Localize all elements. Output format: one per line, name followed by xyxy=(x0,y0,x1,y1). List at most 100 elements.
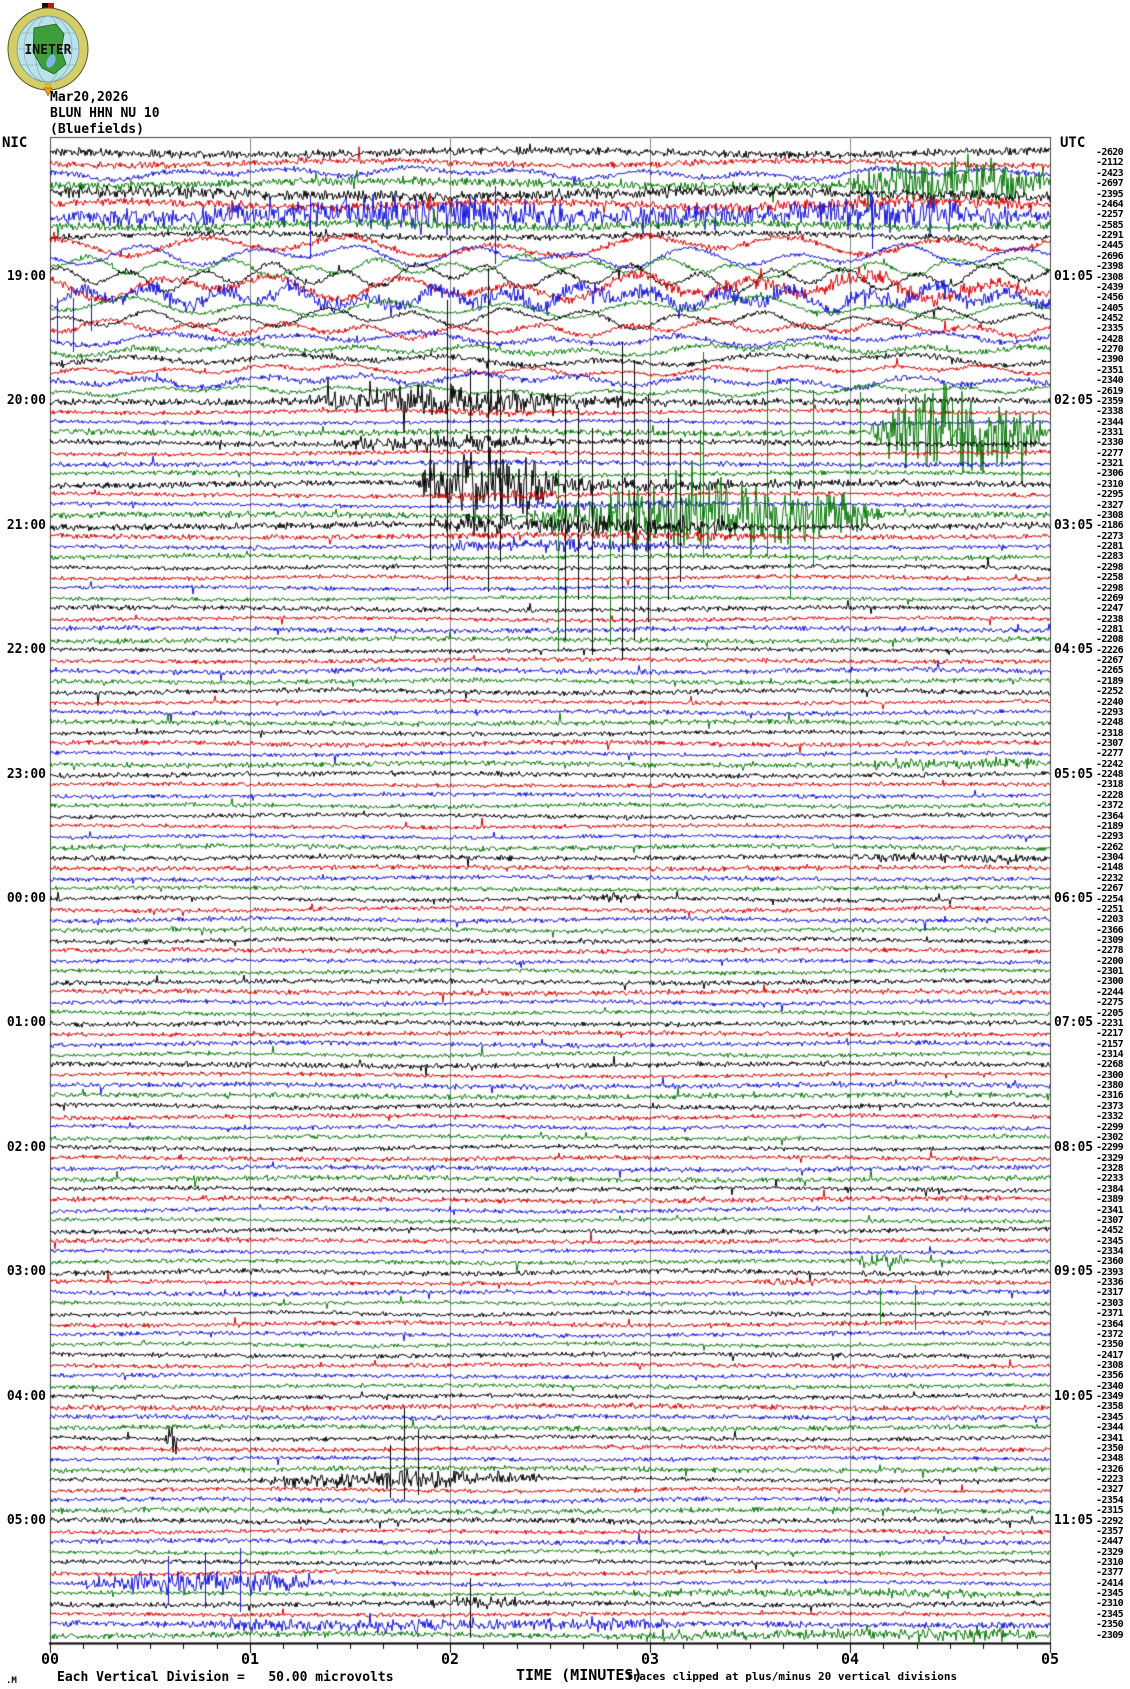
trace-offset-value: -2293 xyxy=(1096,831,1124,843)
trace-offset-value: -2306 xyxy=(1096,468,1124,480)
trace-offset-value: -2358 xyxy=(1096,1401,1124,1413)
minutes-tick-label: 03 xyxy=(640,1650,660,1668)
trace-offset-value: -2231 xyxy=(1096,1017,1124,1029)
trace-offset-value: -2619 xyxy=(1096,385,1124,397)
clip-note: Traces clipped at plus/minus 20 vertical… xyxy=(626,1670,958,1683)
minutes-tick-label: 02 xyxy=(440,1650,460,1668)
trace-offset-value: -2372 xyxy=(1096,800,1124,812)
trace-offset-value: -2262 xyxy=(1096,841,1124,853)
local-hour-label: 22:00 xyxy=(6,642,46,658)
trace-offset-value: -2278 xyxy=(1096,945,1124,957)
trace-offset-value: -2293 xyxy=(1096,706,1124,718)
trace-offset-value: -2252 xyxy=(1096,686,1124,698)
trace-offset-value: -2277 xyxy=(1096,447,1124,459)
trace-offset-value: -2341 xyxy=(1096,1204,1124,1216)
trace-offset-value: -2456 xyxy=(1096,292,1124,304)
trace-offset-value: -2298 xyxy=(1096,561,1124,573)
trace-offset-value: -2203 xyxy=(1096,914,1124,926)
trace-offset-value: -2384 xyxy=(1096,1183,1124,1195)
trace-offset-value: -2189 xyxy=(1096,675,1124,687)
trace-offset-value: -2340 xyxy=(1096,375,1124,387)
local-hour-label: 00:00 xyxy=(6,891,46,906)
trace-offset-value: -2310 xyxy=(1096,1556,1124,1568)
trace-offset-value: -2366 xyxy=(1096,924,1124,936)
trace-offset-value: -2359 xyxy=(1096,395,1124,407)
local-hour-label: 04:00 xyxy=(6,1388,46,1404)
trace-offset-value: -2240 xyxy=(1096,696,1124,708)
trace-offset-value: -2275 xyxy=(1096,997,1124,1009)
trace-offset-value: -2405 xyxy=(1096,302,1124,314)
trace-offset-value: -2300 xyxy=(1096,1069,1124,1081)
trace-offset-value: -2360 xyxy=(1096,1256,1124,1268)
utc-hour-label: 09:05 xyxy=(1054,1264,1094,1280)
minutes-tick-label: 01 xyxy=(240,1650,260,1668)
trace-offset-value: -2345 xyxy=(1096,1608,1124,1620)
footer-tiny-mark: .M xyxy=(6,1676,17,1686)
trace-offset-value: -2299 xyxy=(1096,1142,1124,1154)
trace-offset-value: -2428 xyxy=(1096,333,1124,345)
trace-offset-value: -2309 xyxy=(1096,934,1124,946)
trace-offset-value: -2247 xyxy=(1096,603,1124,615)
trace-offset-value: -2281 xyxy=(1096,623,1124,635)
utc-hour-label: 03:05 xyxy=(1054,517,1094,533)
trace-offset-value: -2304 xyxy=(1096,852,1124,864)
local-hour-label: 03:00 xyxy=(6,1264,46,1280)
trace-offset-value: -2303 xyxy=(1096,1297,1124,1309)
trace-offset-value: -2281 xyxy=(1096,541,1124,553)
trace-offset-value: -2326 xyxy=(1096,1463,1124,1475)
trace-offset-value: -2439 xyxy=(1096,281,1124,293)
trace-offset-value: -2332 xyxy=(1096,1111,1124,1123)
trace-offset-value: -2334 xyxy=(1096,1245,1124,1257)
utc-hour-label: 11:05 xyxy=(1054,1513,1094,1528)
local-hour-label: 01:00 xyxy=(6,1015,46,1031)
trace-offset-value: -2393 xyxy=(1096,1266,1124,1278)
trace-offset-value: -2398 xyxy=(1096,261,1124,273)
trace-offset-value: -2273 xyxy=(1096,530,1124,542)
trace-offset-value: -2329 xyxy=(1096,1152,1124,1164)
trace-offset-value: -2300 xyxy=(1096,976,1124,988)
trace-offset-value: -2380 xyxy=(1096,1080,1124,1092)
trace-offset-value: -2315 xyxy=(1096,1505,1124,1517)
local-hour-label: 21:00 xyxy=(6,517,46,533)
trace-offset-value: -2217 xyxy=(1096,1028,1124,1040)
trace-offset-value: -2464 xyxy=(1096,198,1124,210)
minutes-tick-label: 04 xyxy=(840,1650,860,1668)
trace-offset-value: -2338 xyxy=(1096,406,1124,418)
x-axis-title: TIME (MINUTES) xyxy=(516,1666,643,1684)
trace-offset-value: -2414 xyxy=(1096,1577,1124,1589)
trace-offset-value: -2697 xyxy=(1096,178,1124,190)
trace-offset-value: -2295 xyxy=(1096,489,1124,501)
trace-offset-value: -2389 xyxy=(1096,1194,1124,1206)
trace-offset-value: -2148 xyxy=(1096,862,1124,874)
trace-offset-value: -2283 xyxy=(1096,551,1124,563)
trace-offset-value: -2277 xyxy=(1096,748,1124,760)
trace-offset-value: -2238 xyxy=(1096,613,1124,625)
trace-offset-value: -2189 xyxy=(1096,820,1124,832)
trace-offset-value: -2327 xyxy=(1096,1484,1124,1496)
minutes-tick-label: 05 xyxy=(1040,1650,1060,1668)
trace-offset-value: -2232 xyxy=(1096,872,1124,884)
trace-offset-value: -2345 xyxy=(1096,1588,1124,1600)
trace-offset-value: -2244 xyxy=(1096,986,1124,998)
scale-note: Each Vertical Division = 50.00 microvolt… xyxy=(57,1670,394,1685)
utc-hour-label: 04:05 xyxy=(1054,642,1094,658)
trace-offset-value: -2373 xyxy=(1096,1100,1124,1112)
trace-offset-value: -2377 xyxy=(1096,1567,1124,1579)
trace-offset-value: -2344 xyxy=(1096,1422,1124,1434)
trace-offset-value: -2452 xyxy=(1096,312,1124,324)
trace-offset-value: -2248 xyxy=(1096,769,1124,781)
trace-offset-value: -2390 xyxy=(1096,354,1124,366)
local-hour-label: 20:00 xyxy=(6,393,46,409)
trace-offset-value: -2350 xyxy=(1096,1442,1124,1454)
trace-offset-value: -2298 xyxy=(1096,582,1124,594)
utc-hour-label: 02:05 xyxy=(1054,393,1094,409)
trace-offset-value: -2345 xyxy=(1096,1235,1124,1247)
trace-offset-value: -2318 xyxy=(1096,779,1124,791)
trace-offset-value: -2417 xyxy=(1096,1349,1124,1361)
trace-offset-value: -2267 xyxy=(1096,655,1124,667)
trace-offset-value: -2257 xyxy=(1096,209,1124,221)
local-hour-label: 23:00 xyxy=(6,766,46,782)
trace-offset-value: -2354 xyxy=(1096,1494,1124,1506)
trace-offset-value: -2200 xyxy=(1096,955,1124,967)
